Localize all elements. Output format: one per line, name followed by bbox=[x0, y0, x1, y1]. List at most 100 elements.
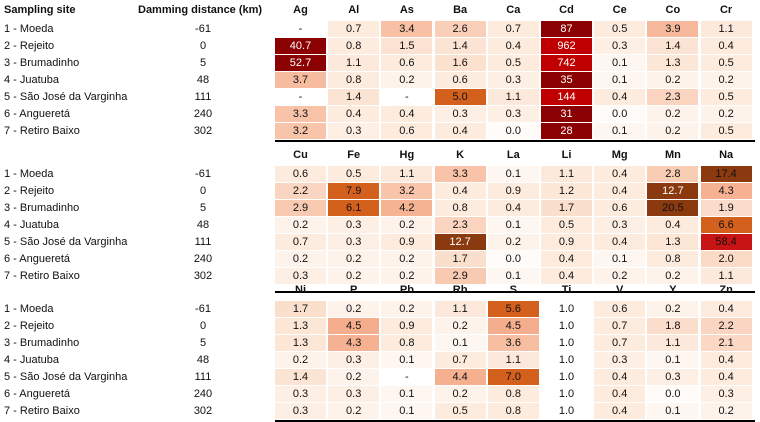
column-header-pb: Pb bbox=[399, 284, 414, 296]
heat-cell-cd: 28 bbox=[541, 123, 592, 139]
distance-value: 111 bbox=[194, 371, 212, 383]
heat-cell-mn: 0.8 bbox=[647, 251, 699, 267]
heat-cell-ca: 0.3 bbox=[487, 106, 539, 122]
heat-cell-pb: 0.1 bbox=[381, 386, 433, 402]
heat-cell-al: 0.7 bbox=[328, 21, 380, 37]
heat-cell-mn: 0.2 bbox=[647, 268, 699, 284]
heat-cell-la: 0.4 bbox=[487, 200, 539, 216]
heat-cell-mg: 0.1 bbox=[594, 251, 646, 267]
heat-cell-ag: - bbox=[275, 89, 326, 105]
column-header-p: P bbox=[350, 284, 358, 296]
heat-cell-li: 0.4 bbox=[541, 268, 592, 284]
heat-cell-ce: 0.0 bbox=[594, 106, 646, 122]
heat-cell-li: 0.5 bbox=[541, 217, 592, 233]
heat-cell-hg: 4.2 bbox=[381, 200, 433, 216]
heat-cell-cd: 35 bbox=[541, 72, 592, 88]
distance-value: 240 bbox=[193, 108, 213, 120]
heat-cell-co: 0.2 bbox=[647, 123, 699, 139]
heat-cell-ag: 3.7 bbox=[275, 72, 326, 88]
site-label: 7 - Retiro Baixo bbox=[4, 125, 80, 137]
heat-cell-y: 1.1 bbox=[647, 335, 699, 351]
heat-cell-co: 0.2 bbox=[647, 106, 699, 122]
heat-cell-co: 2.3 bbox=[647, 89, 699, 105]
heat-cell-cr: 0.2 bbox=[700, 72, 752, 88]
heat-cell-ce: 0.4 bbox=[594, 89, 646, 105]
heat-cell-cd: 31 bbox=[541, 106, 592, 122]
heat-cell-cu: 2.2 bbox=[275, 183, 326, 199]
heat-cell-pb: - bbox=[381, 369, 433, 385]
column-header-mg: Mg bbox=[611, 149, 628, 161]
heat-cell-zn: 0.4 bbox=[700, 369, 752, 385]
distance-value: 0 bbox=[199, 40, 207, 52]
heat-cell-la: 0.1 bbox=[487, 268, 539, 284]
heat-cell-ti: 1.0 bbox=[541, 301, 592, 317]
heat-cell-ce: 0.5 bbox=[594, 21, 646, 37]
distance-value: 0 bbox=[199, 320, 207, 332]
block-divider bbox=[275, 291, 755, 293]
heat-cell-co: 1.3 bbox=[647, 55, 699, 71]
heat-cell-mg: 0.4 bbox=[594, 183, 646, 199]
column-header-hg: Hg bbox=[399, 149, 415, 161]
heat-cell-k: 0.8 bbox=[434, 200, 486, 216]
heat-cell-s: 4.5 bbox=[487, 318, 539, 334]
column-header-zn: Zn bbox=[719, 284, 733, 296]
heat-cell-y: 0.0 bbox=[647, 386, 699, 402]
heat-cell-fe: 6.1 bbox=[328, 200, 380, 216]
column-header-s: S bbox=[509, 284, 517, 296]
heat-cell-ce: 0.1 bbox=[594, 123, 646, 139]
heat-cell-rb: 0.7 bbox=[434, 352, 486, 368]
heat-cell-v: 0.3 bbox=[594, 352, 646, 368]
heat-cell-ca: 0.0 bbox=[487, 123, 539, 139]
heat-cell-pb: 0.9 bbox=[381, 318, 433, 334]
heat-cell-li: 1.1 bbox=[541, 166, 592, 182]
heat-cell-cu: 0.2 bbox=[275, 251, 326, 267]
site-label: 6 - Angueretá bbox=[4, 108, 71, 120]
heat-cell-ca: 0.5 bbox=[487, 55, 539, 71]
site-label: 3 - Brumadinho bbox=[4, 57, 80, 69]
distance-value: 302 bbox=[193, 125, 213, 137]
heat-cell-ce: 0.1 bbox=[594, 72, 646, 88]
heat-cell-ba: 1.4 bbox=[434, 38, 486, 54]
heat-cell-cd: 87 bbox=[541, 21, 592, 37]
heat-cell-rb: 0.2 bbox=[434, 386, 486, 402]
site-label: 1 - Moeda bbox=[4, 303, 54, 315]
heat-cell-k: 2.9 bbox=[434, 268, 486, 284]
site-label: 2 - Rejeito bbox=[4, 320, 55, 332]
heat-cell-as: 0.4 bbox=[381, 106, 433, 122]
heat-cell-cu: 2.9 bbox=[275, 200, 326, 216]
column-header-ti: Ti bbox=[561, 284, 572, 296]
heat-cell-mn: 1.3 bbox=[647, 234, 699, 250]
site-label: 2 - Rejeito bbox=[4, 185, 55, 197]
column-header-ni: Ni bbox=[295, 284, 306, 296]
heat-cell-ti: 1.0 bbox=[541, 335, 592, 351]
heat-cell-la: 0.9 bbox=[487, 183, 539, 199]
heat-cell-v: 0.4 bbox=[594, 386, 646, 402]
heat-cell-ag: 3.3 bbox=[275, 106, 326, 122]
heat-cell-na: 17.4 bbox=[700, 166, 752, 182]
column-header-na: Na bbox=[719, 149, 734, 161]
heat-cell-li: 0.4 bbox=[541, 251, 592, 267]
site-label: 6 - Angueretá bbox=[4, 253, 71, 265]
site-label: 5 - São José da Varginha bbox=[4, 371, 128, 383]
heat-cell-al: 0.4 bbox=[328, 106, 380, 122]
heat-cell-y: 0.2 bbox=[647, 301, 699, 317]
heat-cell-al: 1.4 bbox=[328, 89, 380, 105]
site-label: 3 - Brumadinho bbox=[4, 202, 80, 214]
site-label: 6 - Angueretá bbox=[4, 388, 71, 400]
heat-cell-p: 0.2 bbox=[328, 403, 380, 419]
heat-cell-al: 0.8 bbox=[328, 38, 380, 54]
heat-cell-ca: 0.3 bbox=[487, 72, 539, 88]
heat-cell-s: 0.8 bbox=[487, 403, 539, 419]
heat-cell-k: 0.4 bbox=[434, 183, 486, 199]
heat-cell-v: 0.7 bbox=[594, 335, 646, 351]
heat-cell-mn: 2.8 bbox=[647, 166, 699, 182]
column-header-ag: Ag bbox=[293, 4, 308, 16]
heat-cell-la: 0.1 bbox=[487, 166, 539, 182]
distance-value: 302 bbox=[193, 405, 213, 417]
heat-cell-co: 3.9 bbox=[647, 21, 699, 37]
heat-cell-ba: 5.0 bbox=[434, 89, 486, 105]
heat-cell-ba: 0.6 bbox=[434, 72, 486, 88]
heat-cell-co: 0.2 bbox=[647, 72, 699, 88]
heat-cell-cr: 0.4 bbox=[700, 38, 752, 54]
